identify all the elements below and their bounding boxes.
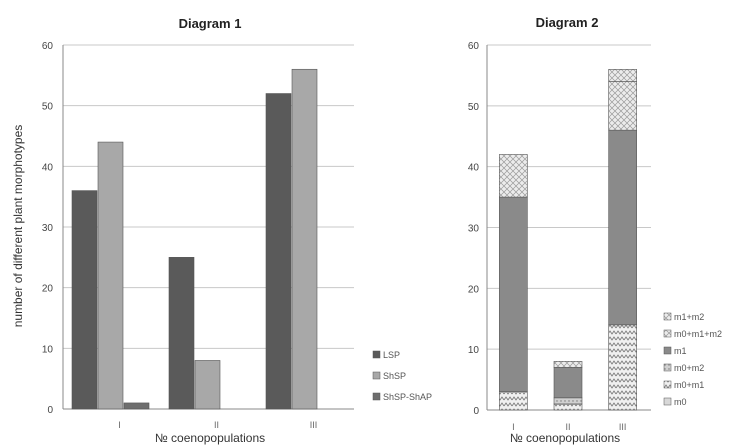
chart2-segment-m0-m1	[553, 403, 583, 411]
chart1-x-axis-label: № coenopopulations	[155, 431, 265, 445]
chart1-legend: LSP ShSP ShSP-ShAP	[372, 350, 432, 402]
chart2-legend-swatch	[663, 363, 672, 372]
chart2-legend-label: m0+m1+m2	[674, 329, 722, 339]
chart2-segment-m0-m1	[499, 391, 528, 411]
chart1-legend-label: LSP	[383, 350, 400, 360]
chart1-y-tick-labels: 0 10 20 30 40 50 60	[42, 41, 54, 416]
chart1-bar-shsp	[291, 68, 318, 410]
chart2-y-tick-label: 0	[473, 406, 479, 417]
chart1-y-tick-label: 30	[42, 223, 54, 234]
chart1-bar-shsp-shap	[123, 402, 150, 410]
chart1-y-tick-label: 40	[42, 162, 54, 173]
chart2-legend-label: m1+m2	[674, 312, 704, 322]
chart1-y-tick-label: 50	[42, 102, 54, 113]
chart1-legend-label: ShSP-ShAP	[383, 392, 432, 402]
chart1-y-tick-label: 10	[42, 344, 54, 355]
chart1-bars	[71, 68, 318, 410]
chart2-x-tick-label: III	[619, 422, 627, 432]
chart2-legend-swatch	[663, 346, 672, 355]
chart2-y-tick-labels: 0 10 20 30 40 50 60	[468, 41, 480, 417]
chart1-x-tick-labels: I II III	[118, 420, 317, 430]
chart2-y-tick-label: 30	[468, 224, 480, 235]
chart2-legend-swatch	[663, 397, 672, 406]
chart2-segment-m0-m1-m2	[553, 361, 583, 368]
chart2-segment-m1	[608, 129, 637, 326]
chart2-segment-m0-m2	[553, 397, 583, 405]
chart2-x-tick-label: II	[565, 422, 570, 432]
chart2-segment-m1	[553, 367, 583, 399]
chart1-y-axis-label: number of different plant morphotypes	[11, 125, 25, 328]
chart1-bar-lsp	[71, 190, 98, 410]
chart1-x-tick-label: III	[310, 420, 318, 430]
chart2-segment-m0-m1	[608, 324, 637, 411]
chart1-bar-lsp	[265, 93, 292, 410]
chart2-legend-label: m0+m2	[674, 363, 704, 373]
chart1-y-tick-label: 0	[47, 405, 53, 416]
chart2-y-tick-label: 60	[468, 41, 480, 52]
chart2-legend: m1+m2 m0+m1+m2 m1 m0+m2 m0+m1 m0	[663, 312, 722, 407]
chart2-legend-label: m1	[674, 346, 687, 356]
chart1-title: Diagram 1	[179, 16, 242, 31]
chart2-segment-m1-m2	[499, 154, 528, 198]
chart2-segment-m1-m2	[608, 69, 637, 82]
chart2-segment-m1	[499, 196, 528, 393]
chart1-x-tick-label: I	[118, 420, 121, 430]
chart2-legend-swatch	[663, 329, 672, 338]
chart1-y-tick-label: 20	[42, 284, 54, 295]
chart2-x-axis-label: № coenopopulations	[510, 431, 620, 445]
chart2-legend-swatch	[663, 380, 672, 389]
chart2-legend-swatch	[663, 312, 672, 321]
chart2-y-tick-label: 40	[468, 163, 480, 174]
chart2-y-tick-label: 50	[468, 102, 480, 113]
chart2-legend-label: m0	[674, 397, 687, 407]
chart2-x-tick-label: I	[512, 422, 515, 432]
chart2-title: Diagram 2	[536, 15, 599, 30]
chart1-legend-swatch	[372, 392, 381, 401]
chart2-y-tick-label: 20	[468, 284, 480, 295]
chart1-bar-shsp	[97, 141, 124, 410]
chart2-bars	[499, 69, 637, 411]
chart1-x-tick-label: II	[214, 420, 219, 430]
chart2-legend-label: m0+m1	[674, 380, 704, 390]
chart1-bar-shsp	[194, 360, 221, 410]
chart1-bar-lsp	[168, 257, 195, 410]
chart2-segment-m0-m1-m2	[608, 81, 637, 131]
chart2-y-tick-label: 10	[468, 345, 480, 356]
chart1-y-tick-label: 60	[42, 41, 54, 52]
chart2-x-tick-labels: I II III	[512, 422, 626, 432]
chart1-legend-swatch	[372, 350, 381, 359]
chart1-legend-label: ShSP	[383, 371, 406, 381]
chart1-legend-swatch	[372, 371, 381, 380]
